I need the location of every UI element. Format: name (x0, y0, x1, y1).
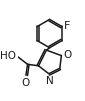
Text: O: O (21, 78, 29, 88)
Text: HO: HO (0, 51, 16, 61)
Text: N: N (46, 76, 53, 86)
Text: F: F (64, 21, 71, 31)
Text: O: O (64, 50, 72, 60)
